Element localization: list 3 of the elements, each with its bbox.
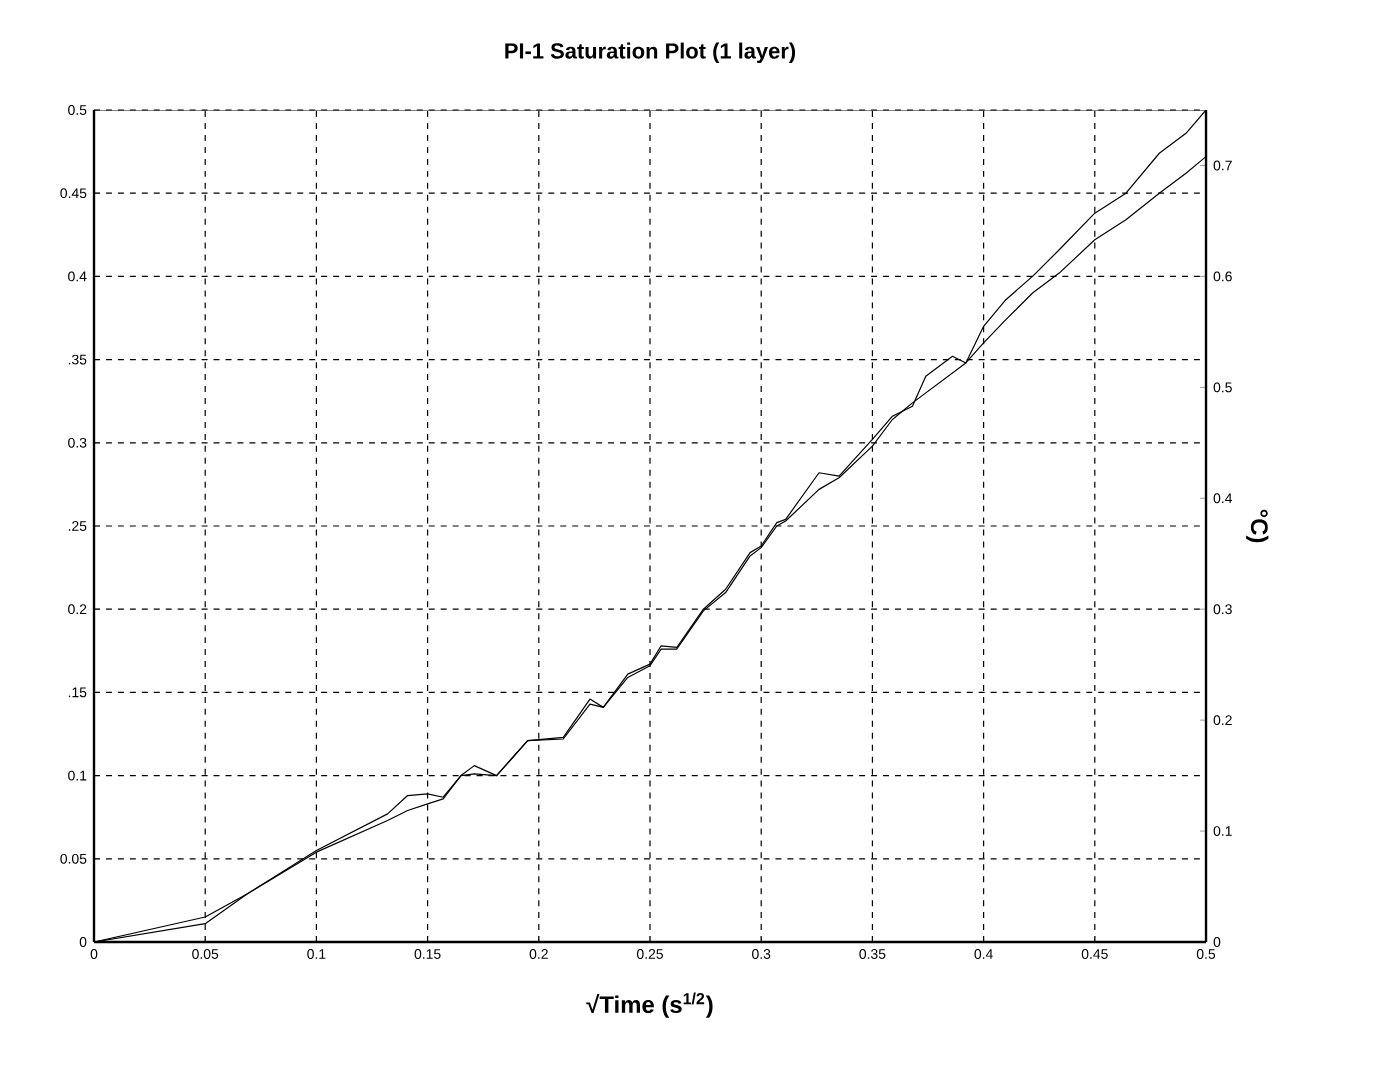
x-axis-title: √Time (s$^{1/2}$) (586, 992, 713, 1018)
y2-axis-title: °C) (1246, 509, 1269, 543)
chart-title: PI-1 Saturation Plot (1 layer) (505, 42, 796, 63)
